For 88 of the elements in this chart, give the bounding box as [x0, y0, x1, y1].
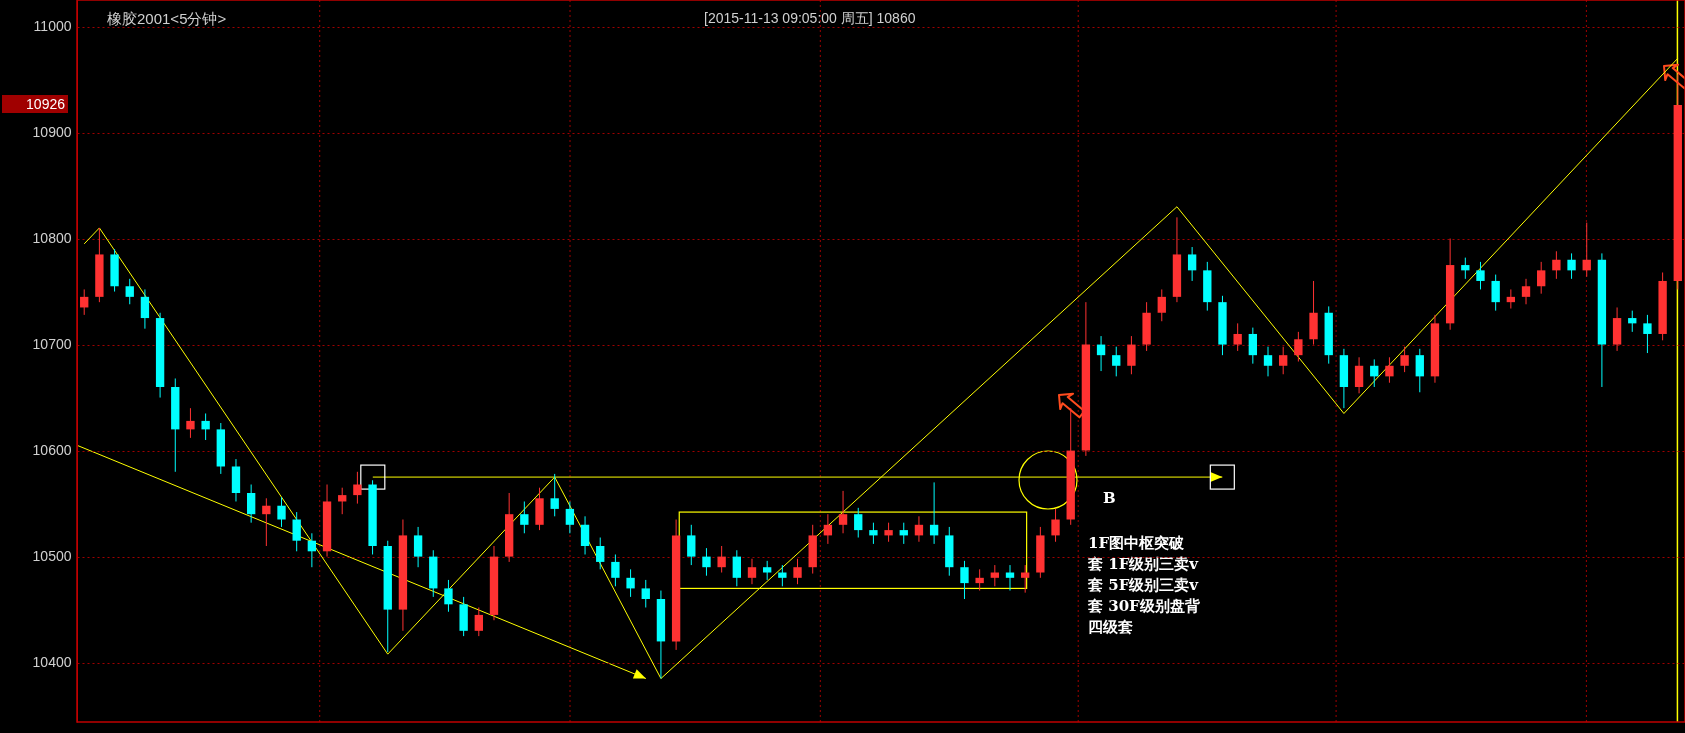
candlestick: [246, 484, 256, 524]
candlestick: [747, 558, 757, 585]
candlestick: [990, 564, 999, 587]
y-tick-label: 10600: [32, 442, 72, 459]
candlestick: [1385, 356, 1394, 384]
candlestick: [763, 560, 772, 581]
candlestick: [1461, 257, 1470, 280]
candlestick: [869, 522, 878, 545]
y-tick-label: 10400: [32, 654, 72, 671]
annotation: 套 5F级别三卖v: [1088, 575, 1199, 595]
candlestick: [596, 537, 605, 570]
candlestick: [626, 568, 635, 598]
candlestick: [960, 560, 969, 600]
candlestick: [641, 579, 650, 608]
candlestick: [1112, 346, 1121, 377]
candlestick: [1521, 278, 1531, 305]
candlestick: [1294, 331, 1303, 363]
candlestick: [1370, 358, 1379, 388]
candlestick: [580, 515, 590, 555]
text: 橡胶2001<5分钟>: [107, 10, 227, 29]
candlestick: [80, 288, 89, 316]
text: 10926: [2, 94, 68, 113]
annotation: B: [1103, 488, 1116, 508]
candlestick: [611, 553, 620, 587]
candlestick: [201, 412, 210, 441]
candlestick: [1187, 246, 1197, 282]
y-tick-label: 10700: [32, 336, 72, 353]
candlestick: [899, 522, 908, 545]
candlestick: [1354, 356, 1364, 394]
candlestick: [1552, 250, 1561, 280]
candlestick: [732, 549, 741, 587]
candlestick: [277, 496, 286, 528]
candlestick: [1279, 346, 1288, 375]
candlestick: [292, 511, 301, 552]
candlestick: [1415, 348, 1424, 393]
candlestick: [1233, 322, 1242, 352]
candlestick: [1021, 564, 1030, 594]
candlestick: [1127, 335, 1136, 375]
annotation: 套 30F级别盘背: [1088, 596, 1200, 616]
candlestick: [550, 473, 559, 517]
candlestick: [1643, 314, 1652, 354]
y-tick-label: 10800: [32, 230, 72, 247]
y-tick-label: 11000: [33, 18, 72, 35]
candlestick: [914, 515, 924, 543]
candlestick: [307, 532, 317, 568]
candlestick: [1096, 335, 1106, 372]
candlestick: [975, 568, 984, 592]
candlestick: [793, 558, 802, 585]
candlestick: [823, 513, 833, 545]
candlestick: [1005, 564, 1015, 592]
candlestick: [353, 471, 362, 505]
y-tick-label: 10900: [32, 124, 72, 141]
candlestick: [125, 278, 134, 305]
candlestick: [1157, 288, 1166, 322]
candlestick: [1248, 327, 1258, 365]
candlestick: [838, 490, 848, 534]
candlestick: [444, 579, 453, 613]
candlestick: [474, 607, 483, 637]
candlestick: [1400, 346, 1409, 373]
candlestick: [717, 545, 726, 574]
candlestick: [338, 487, 347, 515]
candlestick: [702, 547, 711, 577]
candlestick: [1491, 274, 1500, 312]
candlestick: [854, 507, 863, 539]
candlestick: [1476, 261, 1485, 290]
candlestick: [413, 526, 423, 568]
candlestick: [687, 524, 696, 566]
candlestick: [1051, 508, 1060, 543]
candlestick: [1582, 222, 1591, 278]
text: [2015-11-13 09:05:00 周五] 10860: [704, 10, 916, 28]
candlestick: [1263, 346, 1273, 377]
candlestick: [140, 288, 150, 330]
candlestick: [1537, 261, 1546, 295]
candlestick: [778, 564, 787, 587]
annotation: 四级套: [1088, 617, 1133, 637]
candlestick: [262, 497, 271, 547]
candlestick: [884, 522, 893, 543]
candlestick: [1506, 288, 1516, 310]
annotation: 套 1F级别三卖v: [1088, 554, 1199, 574]
annotation: 1F图中枢突破: [1088, 533, 1185, 553]
candlestick: [1628, 310, 1637, 333]
candlestick: [565, 500, 575, 534]
candlestick: [186, 407, 195, 439]
candlestick: [929, 481, 939, 545]
candlestick: [1567, 252, 1576, 280]
line-series: [83, 57, 1679, 680]
candlestick: [520, 500, 529, 534]
y-tick-label: 10500: [32, 548, 72, 565]
